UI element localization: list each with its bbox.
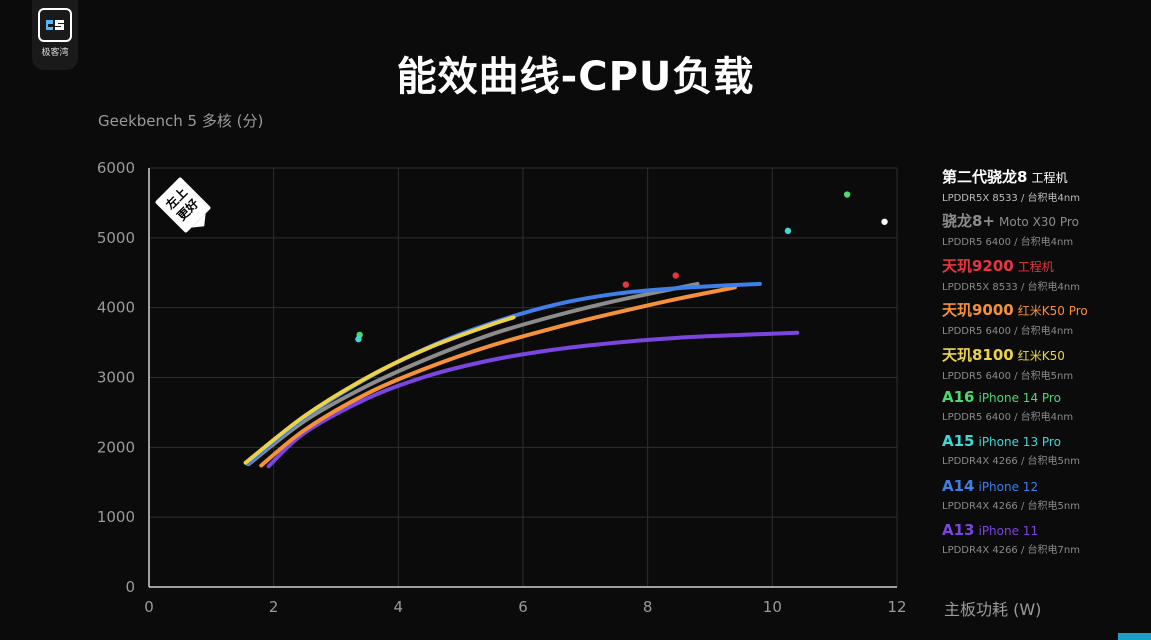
x-tick-label: 2 <box>269 598 279 616</box>
series-line-A14 <box>245 281 762 467</box>
legend-device-model: 工程机 <box>1017 259 1054 274</box>
series-line-天玑9000 <box>259 285 737 468</box>
legend-title: 天玑8100 红米K50 <box>942 344 1147 365</box>
y-tick-label: 3000 <box>97 369 135 387</box>
legend-item: 天玑9000 红米K50 Pro LPDDR5 6400 / 台积电4nm <box>942 299 1147 343</box>
corner-accent <box>1118 633 1151 640</box>
legend-device-model: 红米K50 <box>1017 348 1065 363</box>
y-tick-label: 0 <box>125 578 135 596</box>
data-point-A16 <box>843 191 851 198</box>
legend-chip-name: A15 <box>942 432 975 451</box>
data-point-天玑9200 <box>622 281 630 288</box>
legend-title: 骁龙8+ Moto X30 Pro <box>942 210 1147 231</box>
legend-title: 第二代骁龙8 工程机 <box>942 166 1147 187</box>
x-tick-label: 6 <box>518 598 528 616</box>
legend-item: A15 iPhone 13 Pro LPDDR4X 4266 / 台积电5nm <box>942 432 1147 476</box>
legend-chip-name: 天玑9000 <box>942 301 1014 320</box>
legend-device-model: iPhone 13 Pro <box>978 435 1061 450</box>
series <box>243 191 888 469</box>
legend-spec: LPDDR5 6400 / 台积电4nm <box>942 237 1074 249</box>
axes: 0 2 4 6 8 10 12 0 1000 2000 3000 4000 5000 6000 <box>97 159 907 616</box>
legend-spec: LPDDR5 6400 / 台积电5nm <box>942 370 1074 382</box>
legend-spec: LPDDR4X 4266 / 台积电7nm <box>942 545 1080 557</box>
legend: 第二代骁龙8 工程机 LPDDR5X 8533 / 台积电4nm 骁龙8+ Moto X… <box>942 166 1147 566</box>
legend-item: 天玑9200 工程机 LPDDR5X 8533 / 台积电4nm <box>942 255 1147 299</box>
badge-background <box>155 177 211 233</box>
legend-device-model: 红米K50 Pro <box>1017 304 1088 319</box>
series-line-A13 <box>266 330 800 469</box>
x-tick-label: 4 <box>394 598 404 616</box>
brand-logo: 极客湾 <box>32 0 78 70</box>
badge-arrow <box>191 213 206 228</box>
x-tick-label: 8 <box>643 598 653 616</box>
legend-item: 骁龙8+ Moto X30 Pro LPDDR5 6400 / 台积电4nm <box>942 210 1147 254</box>
grid <box>149 167 898 587</box>
legend-spec: LPDDR4X 4266 / 台积电5nm <box>942 456 1080 468</box>
legend-device-model: iPhone 12 <box>978 479 1039 494</box>
legend-spec: LPDDR5 6400 / 台积电4nm <box>942 411 1074 423</box>
legend-spec: LPDDR5 6400 / 台积电4nm <box>942 326 1074 338</box>
y-tick-label: 1000 <box>97 508 135 526</box>
legend-device-model: 工程机 <box>1031 171 1068 185</box>
legend-spec: LPDDR5X 8533 / 台积电4nm <box>942 281 1080 293</box>
x-tick-label: 0 <box>144 598 154 616</box>
legend-chip-name: A16 <box>942 387 975 406</box>
data-point-A15 <box>784 227 792 235</box>
legend-chip-name: 第二代骁龙8 <box>942 168 1028 186</box>
y-tick-label: 6000 <box>97 159 135 177</box>
y-axis-title: Geekbench 5 多核 (分) <box>98 112 264 130</box>
legend-chip-name: A14 <box>942 476 975 495</box>
legend-chip-name: 骁龙8+ <box>942 212 996 231</box>
legend-item: 天玑8100 红米K50 LPDDR5 6400 / 台积电5nm <box>942 344 1147 388</box>
legend-title: A15 iPhone 13 Pro <box>942 432 1147 450</box>
legend-device-model: iPhone 14 Pro <box>978 390 1061 405</box>
data-point-A15 <box>355 335 362 343</box>
data-point-第二代骁龙8 <box>881 218 888 225</box>
legend-title: A16 iPhone 14 Pro <box>942 388 1147 406</box>
legend-item: A13 iPhone 11 LPDDR4X 4266 / 台积电7nm <box>942 521 1147 565</box>
data-point-天玑9200 <box>672 272 679 279</box>
legend-chip-name: 天玑9200 <box>942 256 1014 275</box>
legend-title: 天玑9200 工程机 <box>942 255 1147 276</box>
legend-spec: LPDDR4X 4266 / 台积电5nm <box>942 500 1080 512</box>
legend-chip-name: A13 <box>942 521 975 540</box>
x-axis-title: 主板功耗 (W) <box>944 600 1042 619</box>
legend-title: 天玑9000 红米K50 Pro <box>942 299 1147 320</box>
legend-spec: LPDDR5X 8533 / 台积电4nm <box>942 193 1080 204</box>
y-tick-label: 4000 <box>97 299 135 317</box>
y-tick-label: 5000 <box>97 229 135 247</box>
brand-name: 极客湾 <box>41 48 69 58</box>
x-tick-label: 12 <box>887 598 906 616</box>
x-tick-label: 10 <box>763 598 782 616</box>
chart-title: 能效曲线-CPU负载 <box>396 54 755 100</box>
legend-item: 第二代骁龙8 工程机 LPDDR5X 8533 / 台积电4nm <box>942 166 1147 210</box>
legend-title: A13 iPhone 11 <box>942 521 1147 539</box>
legend-device-model: Moto X30 Pro <box>999 215 1079 230</box>
series-line-骁龙8+ <box>246 281 700 467</box>
series-line-天玑8100 <box>243 315 516 465</box>
legend-device-model: iPhone 11 <box>978 524 1039 539</box>
legend-item: A16 iPhone 14 Pro LPDDR5 6400 / 台积电4nm <box>942 388 1147 432</box>
legend-item: A14 iPhone 12 LPDDR4X 4266 / 台积电5nm <box>942 477 1147 521</box>
geekerwan-logo-icon <box>38 8 72 42</box>
legend-chip-name: 天玑8100 <box>942 345 1014 364</box>
legend-title: A14 iPhone 12 <box>942 477 1147 495</box>
top-left-better-badge: 左上 更好 <box>155 177 211 233</box>
y-tick-label: 2000 <box>97 438 135 456</box>
